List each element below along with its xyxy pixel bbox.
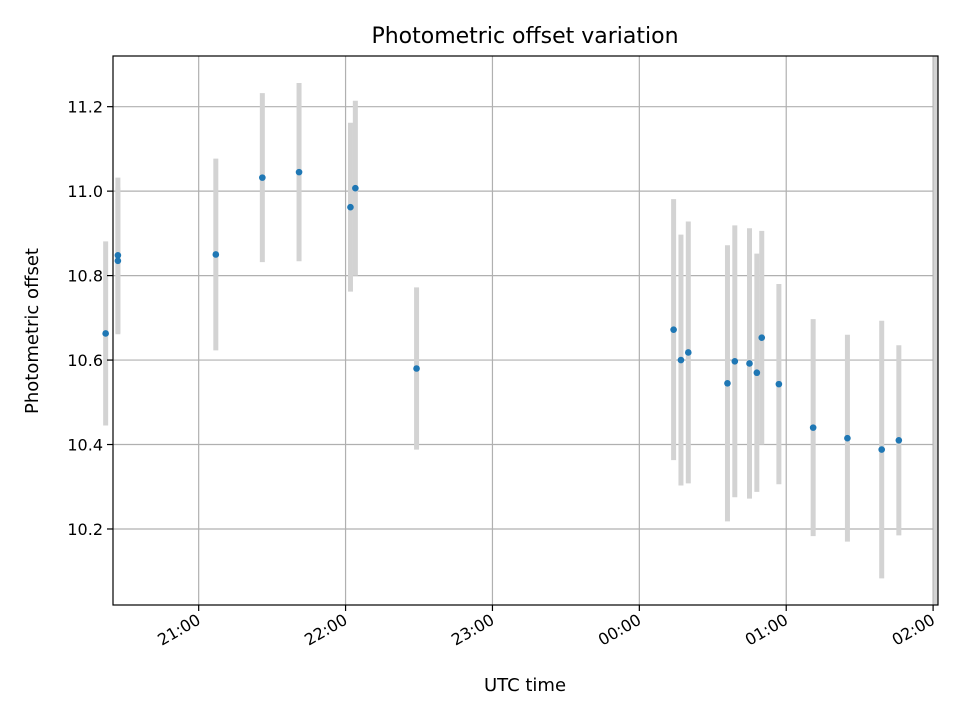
- data-point: [352, 184, 359, 192]
- data-point: [753, 369, 761, 377]
- data-point: [102, 330, 109, 337]
- x-axis-label: UTC time: [484, 675, 566, 696]
- y-tick-label: 10.6: [67, 351, 103, 370]
- chart-title: Photometric offset variation: [371, 24, 678, 49]
- data-point: [670, 326, 677, 333]
- data-point: [114, 257, 122, 265]
- data-point: [758, 334, 766, 341]
- y-axis-label: Photometric offset: [22, 248, 43, 414]
- y-tick-label: 10.4: [67, 436, 103, 455]
- data-point: [895, 437, 903, 444]
- y-tick-label: 10.2: [67, 520, 103, 539]
- data-point: [212, 251, 220, 258]
- data-point: [731, 358, 739, 365]
- data-point: [844, 434, 851, 442]
- data-point: [347, 203, 354, 211]
- data-point: [413, 365, 420, 372]
- data-point: [114, 252, 122, 259]
- data-point: [259, 174, 266, 181]
- y-tick-label: 10.8: [67, 267, 103, 286]
- data-point: [878, 446, 885, 453]
- data-point: [775, 380, 783, 388]
- data-point: [746, 360, 753, 367]
- y-tick-label: 11.0: [67, 182, 103, 201]
- data-point: [724, 379, 731, 387]
- data-point: [684, 349, 692, 356]
- data-points: [102, 168, 903, 453]
- data-point: [809, 424, 817, 431]
- data-point: [295, 168, 303, 176]
- y-tick-label: 11.2: [67, 98, 103, 117]
- grid: [113, 56, 938, 605]
- plot-frame: [112, 55, 939, 606]
- data-point: [677, 356, 685, 364]
